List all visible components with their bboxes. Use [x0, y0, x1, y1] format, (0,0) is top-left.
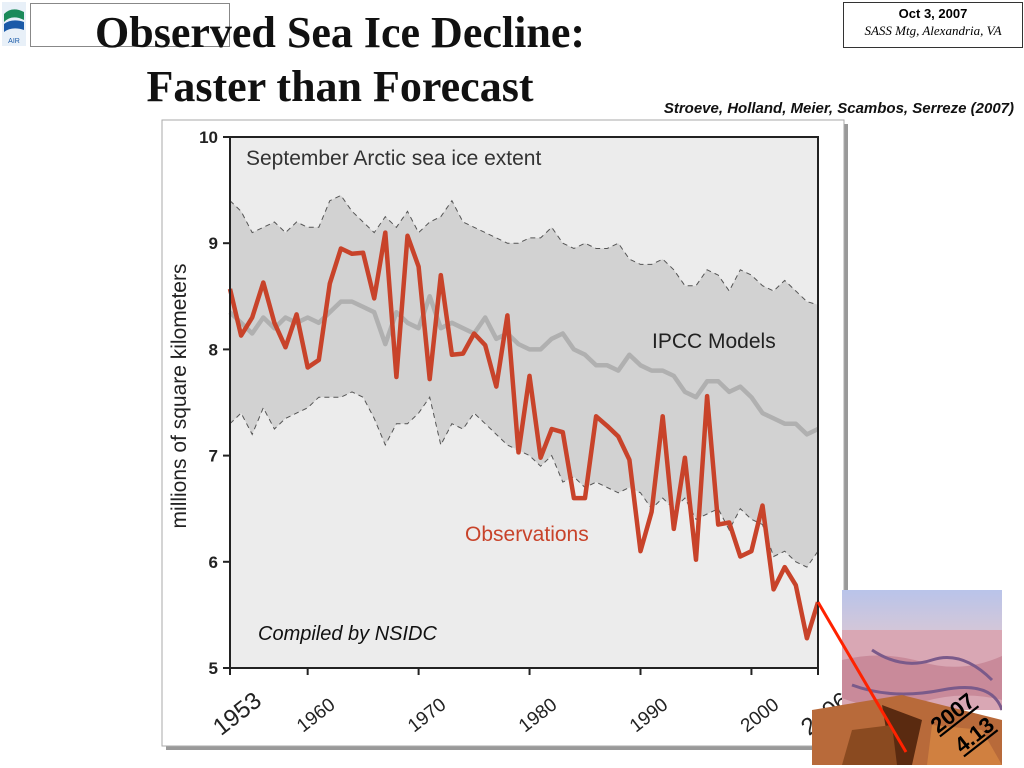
ipcc-models-line: [228, 294, 819, 437]
observations-series: [227, 230, 821, 641]
air-logo-icon: AIR: [0, 0, 30, 48]
ipcc-models-series: [228, 294, 819, 437]
title-line-2: Faster than Forecast: [146, 62, 534, 111]
y-tick-label: 9: [209, 234, 218, 253]
series-label-ipcc-models: IPCC Models: [652, 330, 776, 353]
chart-annotation: Compiled by NSIDC: [258, 623, 438, 645]
canyon-crack-icon: [812, 590, 1002, 765]
venue-text: SASS Mtg, Alexandria, VA: [864, 23, 1002, 38]
plot-border: [229, 136, 819, 669]
citation: Stroeve, Holland, Meier, Scambos, Serrez…: [663, 100, 1014, 117]
slide-title: Observed Sea Ice Decline: Faster than Fo…: [0, 6, 680, 114]
y-tick-label: 8: [209, 340, 218, 359]
y-tick-label: 5: [209, 659, 218, 678]
series-label-observations: Observations: [465, 523, 589, 546]
y-tick-label: 6: [209, 553, 218, 572]
date-box: Oct 3, 2007 SASS Mtg, Alexandria, VA: [843, 2, 1023, 48]
date-text: Oct 3, 2007: [898, 6, 968, 21]
y-tick-label: 10: [199, 128, 218, 147]
observations-line: [227, 230, 821, 641]
svg-text:AIR: AIR: [8, 38, 20, 45]
logo-banner: [30, 3, 230, 47]
callout-arrow: [816, 601, 908, 753]
model-range-upper: [229, 194, 819, 306]
y-tick-label: 7: [209, 447, 218, 466]
y-axis-label: millions of square kilometers: [168, 264, 191, 529]
chart-title: September Arctic sea ice extent: [246, 147, 541, 170]
y-axis: 5 6 7 8 9 10: [199, 128, 230, 678]
title-line-1: Observed Sea Ice Decline:: [95, 8, 585, 57]
model-range-lower: [229, 391, 819, 568]
